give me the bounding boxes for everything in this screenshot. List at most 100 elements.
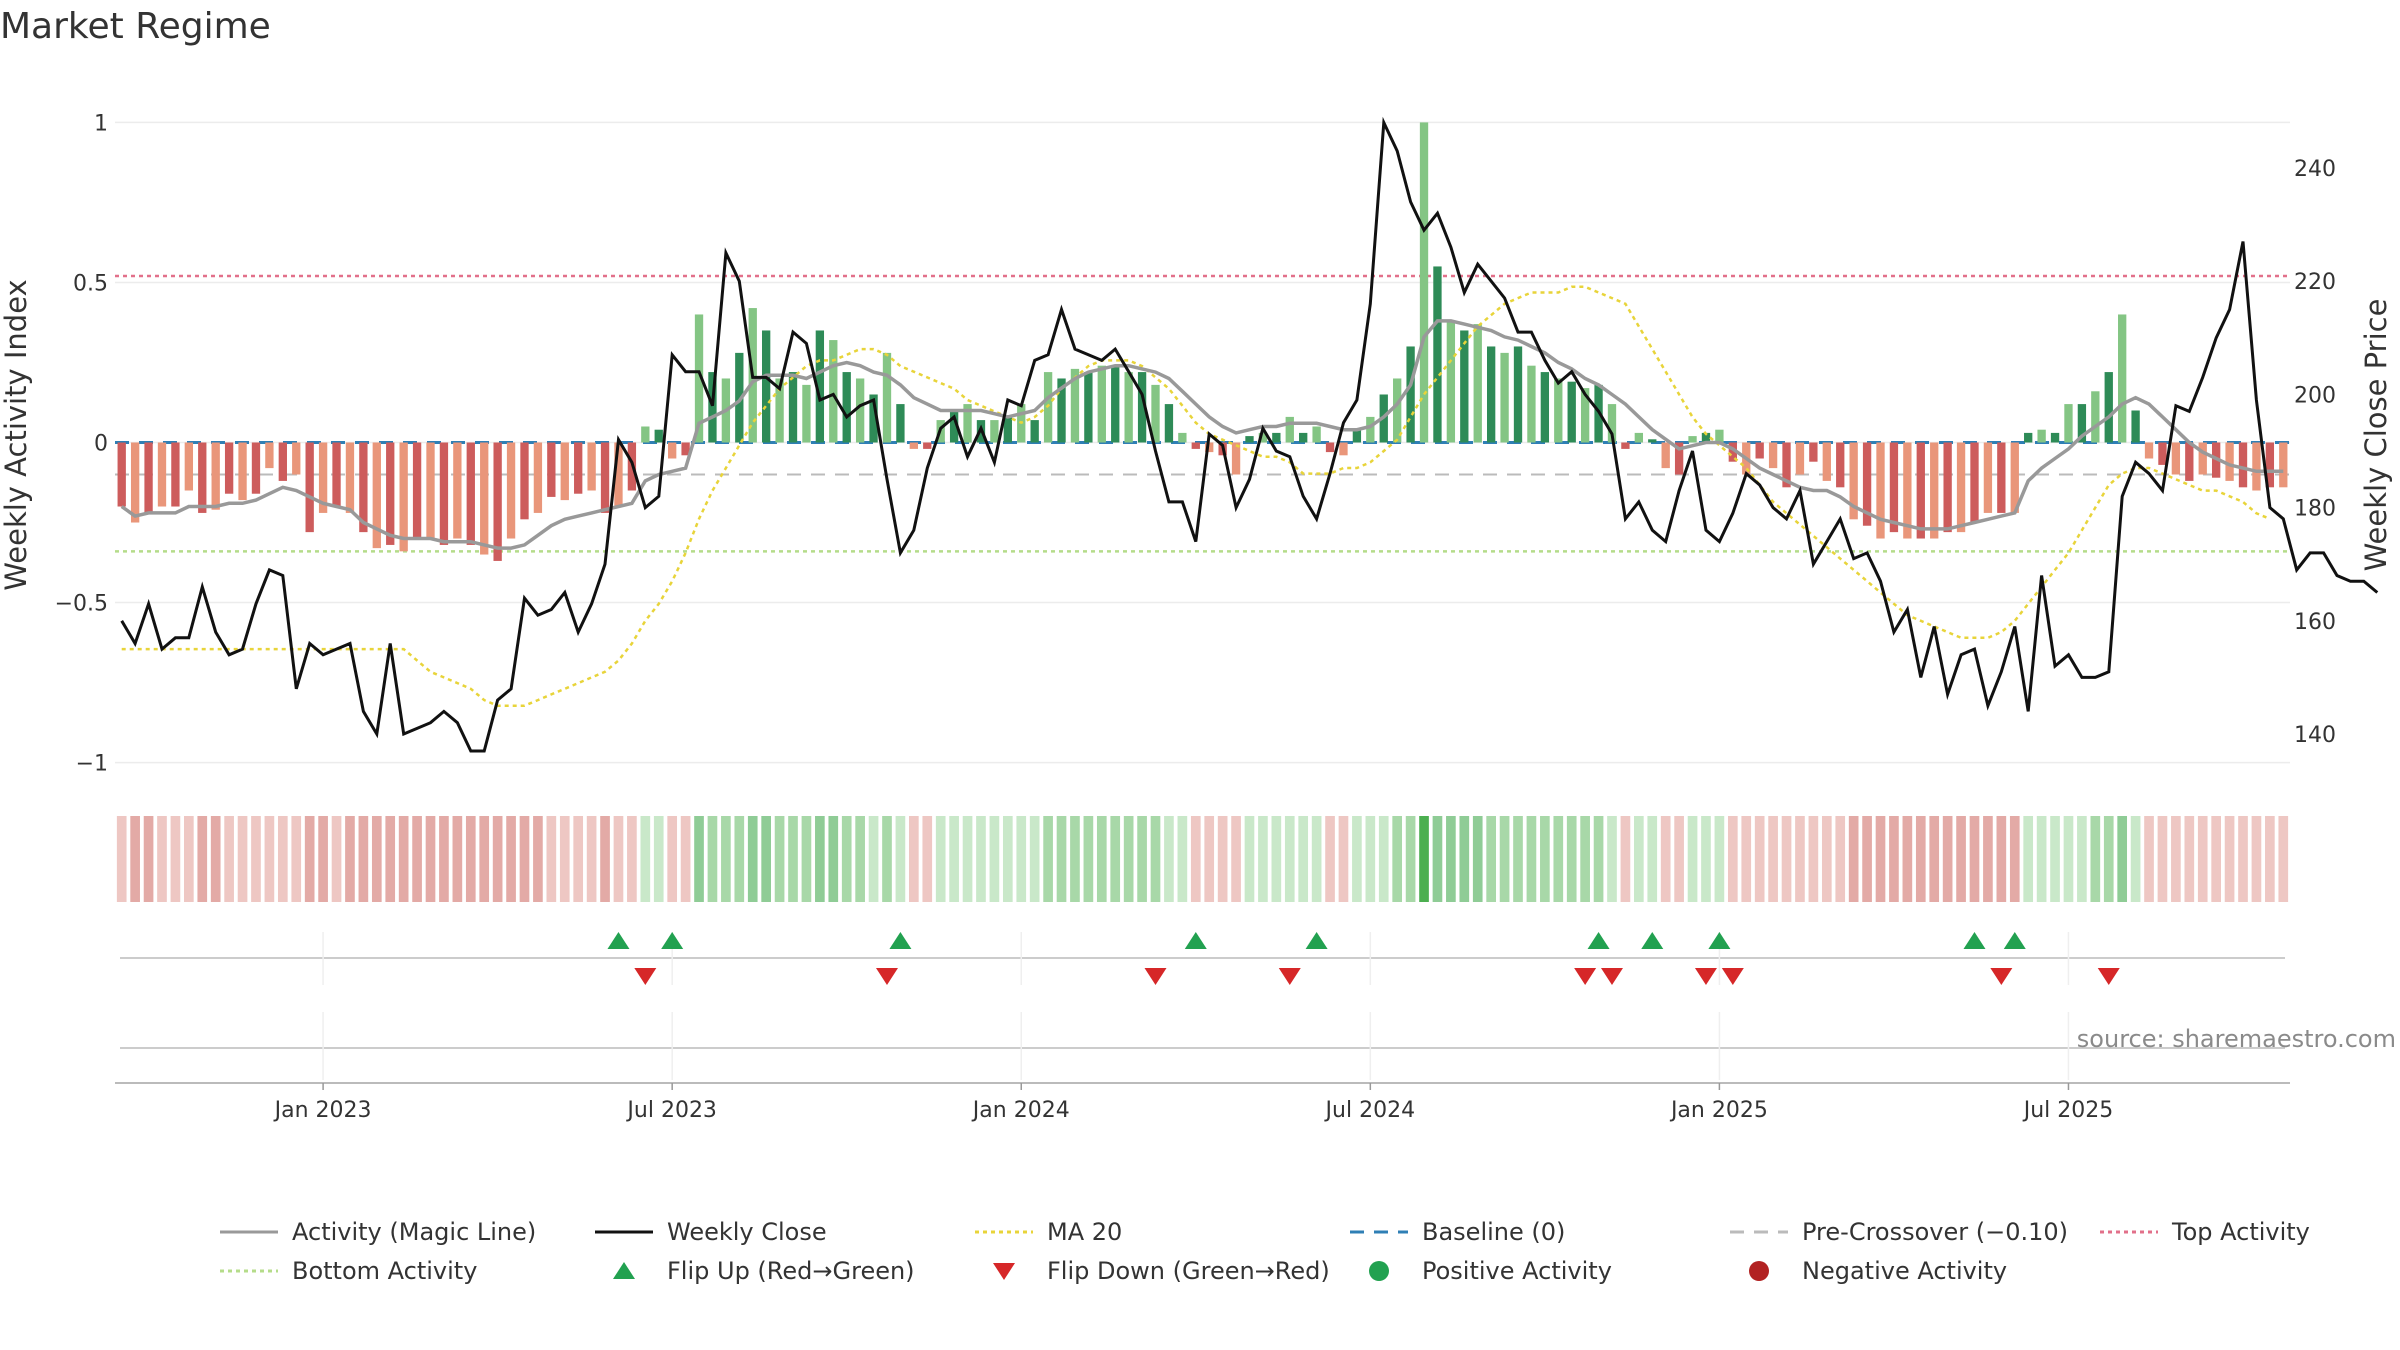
activity-bar-131 bbox=[1876, 442, 1885, 539]
activity-bar-147 bbox=[2091, 391, 2100, 443]
activity-bar-42 bbox=[681, 442, 690, 456]
regime-cell-136 bbox=[1942, 816, 1953, 902]
regime-cell-47 bbox=[747, 816, 758, 902]
regime-cell-151 bbox=[2144, 816, 2154, 902]
activity-bar-134 bbox=[1916, 442, 1925, 539]
legend-label-10: Negative Activity bbox=[1802, 1257, 2007, 1285]
regime-cell-93 bbox=[1365, 816, 1376, 902]
regime-cell-4 bbox=[170, 816, 181, 902]
activity-bar-91 bbox=[1339, 442, 1348, 456]
regime-cell-154 bbox=[2184, 816, 2195, 902]
activity-bar-160 bbox=[2265, 442, 2275, 488]
regime-cell-131 bbox=[1875, 816, 1886, 902]
regime-cell-34 bbox=[573, 816, 584, 902]
regime-cell-130 bbox=[1862, 816, 1872, 902]
activity-bar-139 bbox=[1983, 442, 1993, 513]
flip-down-marker-7 bbox=[1721, 968, 1744, 985]
legend-swatch-8 bbox=[993, 1263, 1015, 1280]
activity-bar-73 bbox=[1097, 365, 1106, 443]
regime-cell-139 bbox=[1983, 816, 1993, 902]
regime-cell-10 bbox=[251, 816, 261, 902]
activity-bar-152 bbox=[2158, 442, 2167, 465]
regime-cell-134 bbox=[1915, 816, 1926, 902]
legend-swatch-7 bbox=[613, 1262, 635, 1279]
activity-bar-43 bbox=[694, 314, 704, 443]
activity-bar-123 bbox=[1768, 442, 1778, 469]
regime-cell-1 bbox=[130, 816, 140, 902]
activity-bar-92 bbox=[1352, 429, 1362, 443]
x-tick-label-5: Jul 2025 bbox=[2022, 1098, 2114, 1123]
activity-bar-153 bbox=[2171, 442, 2181, 475]
regime-cell-105 bbox=[1526, 816, 1537, 902]
regime-cell-117 bbox=[1687, 816, 1698, 902]
regime-cell-63 bbox=[962, 816, 973, 902]
regime-cell-118 bbox=[1701, 816, 1711, 902]
activity-bar-74 bbox=[1111, 365, 1120, 443]
regime-cell-90 bbox=[1325, 816, 1335, 902]
activity-bar-52 bbox=[815, 330, 825, 443]
regime-cell-141 bbox=[2009, 816, 2020, 902]
activity-bar-86 bbox=[1272, 432, 1281, 443]
activity-bar-84 bbox=[1245, 436, 1254, 443]
activity-bar-137 bbox=[1956, 442, 1966, 533]
activity-bar-98 bbox=[1433, 266, 1442, 443]
activity-bar-80 bbox=[1191, 442, 1200, 449]
regime-cell-161 bbox=[2278, 816, 2289, 902]
regime-cell-98 bbox=[1432, 816, 1443, 902]
regime-cell-44 bbox=[707, 816, 718, 902]
flip-down-marker-3 bbox=[1278, 968, 1301, 985]
regime-cell-13 bbox=[291, 816, 302, 902]
regime-cell-6 bbox=[197, 816, 208, 902]
regime-cell-24 bbox=[439, 816, 449, 902]
activity-bar-76 bbox=[1137, 372, 1147, 443]
legend-item-0: Activity (Magic Line) bbox=[220, 1218, 536, 1246]
regime-cell-119 bbox=[1714, 816, 1725, 902]
regime-cell-17 bbox=[345, 816, 355, 902]
activity-bar-22 bbox=[412, 442, 422, 539]
regime-cell-156 bbox=[2211, 816, 2221, 902]
activity-bar-39 bbox=[641, 426, 650, 443]
activity-bar-100 bbox=[1460, 330, 1469, 443]
activity-bar-9 bbox=[238, 442, 247, 501]
activity-bar-129 bbox=[1849, 442, 1858, 520]
right-tick-label-2: 180 bbox=[2294, 497, 2336, 522]
weekly-close-line bbox=[120, 116, 2379, 753]
regime-cell-148 bbox=[2103, 816, 2114, 902]
activity-bar-87 bbox=[1285, 416, 1294, 443]
activity-bar-81 bbox=[1205, 442, 1214, 453]
flip-up-marker-1 bbox=[661, 932, 684, 949]
activity-bar-53 bbox=[829, 340, 838, 443]
activity-bar-154 bbox=[2185, 442, 2194, 481]
activity-bar-135 bbox=[1930, 442, 1939, 539]
activity-bar-120 bbox=[1728, 442, 1737, 462]
flip-up-marker-5 bbox=[1587, 932, 1610, 949]
regime-cell-100 bbox=[1459, 816, 1470, 902]
legend-swatch-10 bbox=[1749, 1261, 1769, 1281]
activity-bar-14 bbox=[305, 442, 314, 533]
regime-cell-8 bbox=[224, 816, 234, 902]
activity-bar-25 bbox=[453, 442, 462, 539]
activity-bar-118 bbox=[1701, 432, 1711, 443]
activity-bar-116 bbox=[1674, 442, 1684, 475]
activity-bar-71 bbox=[1070, 368, 1080, 443]
regime-cell-82 bbox=[1217, 816, 1228, 902]
activity-bar-57 bbox=[882, 352, 892, 443]
regime-cell-115 bbox=[1660, 816, 1671, 902]
activity-bar-30 bbox=[520, 442, 529, 520]
regime-cell-19 bbox=[371, 816, 382, 902]
activity-bar-148 bbox=[2104, 372, 2113, 443]
regime-cell-124 bbox=[1781, 816, 1792, 902]
regime-cell-26 bbox=[465, 816, 476, 902]
regime-cell-96 bbox=[1405, 816, 1416, 902]
activity-bar-142 bbox=[2024, 432, 2033, 443]
regime-cell-111 bbox=[1607, 816, 1617, 902]
activity-bar-104 bbox=[1513, 346, 1523, 443]
regime-cell-15 bbox=[318, 816, 328, 902]
activity-bar-75 bbox=[1124, 372, 1133, 443]
flip-down-marker-9 bbox=[2097, 968, 2120, 985]
regime-cell-62 bbox=[949, 816, 959, 902]
activity-bar-34 bbox=[574, 442, 583, 494]
activity-bar-51 bbox=[802, 384, 811, 443]
legend-item-10: Negative Activity bbox=[1749, 1257, 2007, 1285]
